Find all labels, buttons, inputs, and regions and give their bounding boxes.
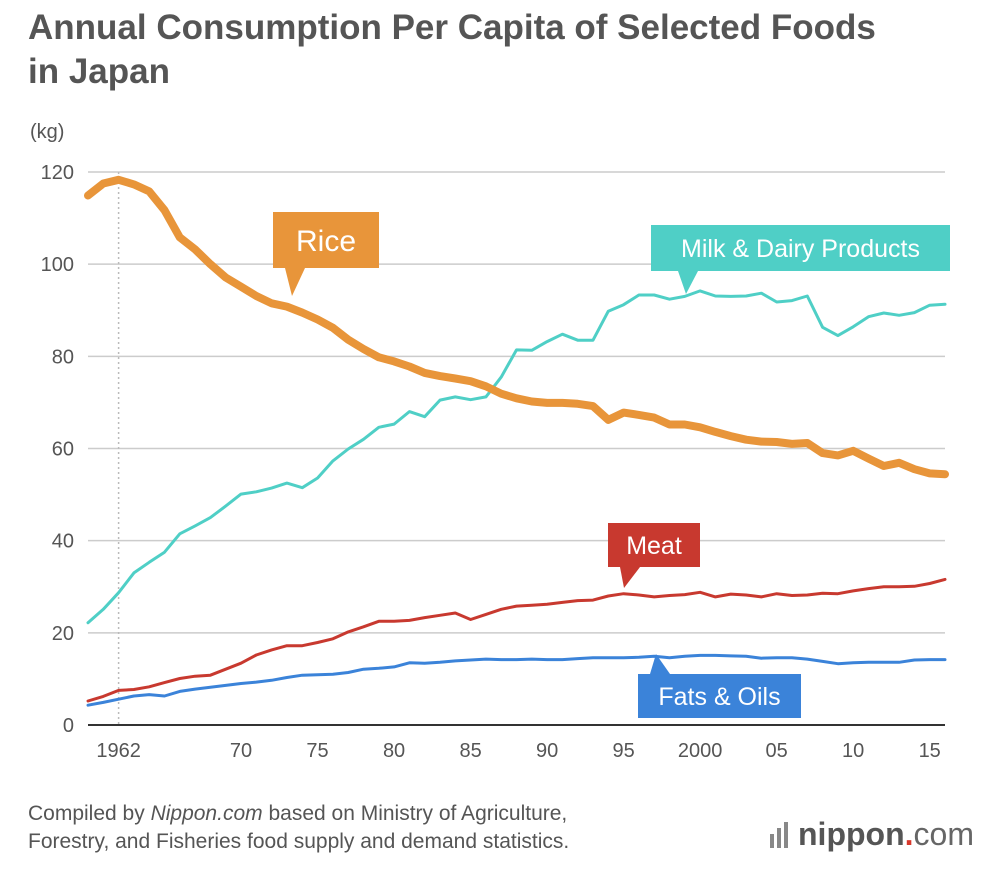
fats-callout-box xyxy=(638,674,801,718)
y-tick-label: 40 xyxy=(52,531,74,553)
x-tick-label: 95 xyxy=(613,740,635,762)
x-tick-label: 05 xyxy=(766,740,788,762)
source-note: Compiled by Nippon.com based on Ministry… xyxy=(28,800,569,856)
y-tick-label: 120 xyxy=(41,162,74,184)
x-tick-label: 70 xyxy=(230,740,252,762)
logo-name: nippon xyxy=(798,816,905,852)
y-axis-label: (kg) xyxy=(30,121,64,143)
rice-callout-box xyxy=(273,212,379,268)
fats-series-line xyxy=(86,653,947,707)
fats-callout-pointer xyxy=(650,654,670,674)
meat-series-line xyxy=(86,577,947,703)
milk-callout-label: Milk & Dairy Products xyxy=(681,235,920,263)
chart-title-line1: Annual Consumption Per Capita of Selecte… xyxy=(28,8,876,47)
meat-callout-box xyxy=(608,523,700,567)
rice-series-line xyxy=(84,175,949,479)
y-tick-label: 60 xyxy=(52,439,74,461)
rice-callout-label: Rice xyxy=(296,225,356,258)
fats-callout: Fats & Oils xyxy=(638,654,801,718)
x-tick-label: 80 xyxy=(383,740,405,762)
chart-title: Annual Consumption Per Capita of Selecte… xyxy=(28,6,978,94)
source-note-line2: Forestry, and Fisheries food supply and … xyxy=(28,830,570,853)
milk-series-line xyxy=(86,289,947,625)
x-tick-label: 90 xyxy=(536,740,558,762)
y-tick-label: 80 xyxy=(52,346,74,368)
x-tick-label: 1962 xyxy=(96,740,141,762)
logo-dot: . xyxy=(904,816,914,852)
logo-bars-icon xyxy=(770,821,788,848)
x-tick-label: 85 xyxy=(459,740,481,762)
y-tick-label: 20 xyxy=(52,623,74,645)
source-note-suffix: based on Ministry of Agriculture, xyxy=(262,802,568,825)
meat-callout: Meat xyxy=(608,523,700,588)
line-chart: 0 20 40 60 80 100 120 (kg) 1962 70 75 80 85 90 95 2000 0… xyxy=(30,121,950,762)
x-tick-label: 75 xyxy=(306,740,328,762)
x-tick-label: 2000 xyxy=(678,740,723,762)
source-name: Nippon.com xyxy=(150,802,263,825)
y-tick-label: 0 xyxy=(63,715,74,737)
source-note-prefix: Compiled by xyxy=(28,802,151,825)
chart-title-line2: in Japan xyxy=(28,52,170,91)
meat-callout-label: Meat xyxy=(626,532,682,560)
milk-callout-box xyxy=(651,225,950,271)
fats-callout-label: Fats & Oils xyxy=(658,683,780,711)
milk-callout: Milk & Dairy Products xyxy=(651,225,950,294)
milk-callout-pointer xyxy=(678,271,698,294)
meat-callout-pointer xyxy=(620,567,640,588)
nippon-logo: nippon. com xyxy=(770,816,974,853)
y-tick-label: 100 xyxy=(41,254,74,276)
x-tick-label: 10 xyxy=(842,740,864,762)
rice-callout: Rice xyxy=(273,212,379,296)
x-tick-label: 15 xyxy=(919,740,941,762)
logo-tld: com xyxy=(913,816,974,852)
rice-callout-pointer xyxy=(285,268,305,296)
